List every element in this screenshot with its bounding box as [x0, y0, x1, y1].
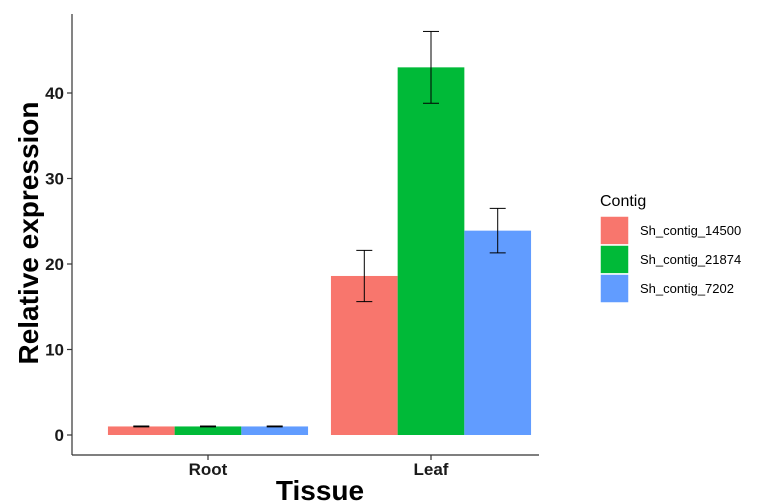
y-tick-label: 40 [45, 84, 64, 103]
error-bars-layer [133, 30, 506, 428]
y-ticks: 0 10 20 30 40 [45, 84, 72, 445]
bar [107, 426, 175, 435]
x-ticks: Root Leaf [189, 455, 449, 479]
legend-swatch [599, 273, 630, 304]
bar [330, 275, 398, 435]
bar [464, 230, 532, 435]
legend-swatch [599, 215, 630, 246]
bar [241, 426, 309, 435]
y-tick-label: 0 [55, 426, 64, 445]
bar [174, 426, 242, 435]
y-axis-title: Relative expression [13, 101, 44, 364]
y-tick-label: 30 [45, 170, 64, 189]
x-tick-label: Root [189, 460, 228, 479]
bars-layer [107, 67, 532, 435]
legend-label: Sh_contig_7202 [640, 281, 734, 296]
legend-label: Sh_contig_21874 [640, 252, 741, 267]
legend-swatch [599, 244, 630, 275]
x-tick-label: Leaf [414, 460, 449, 479]
x-axis-title: Tissue [276, 475, 364, 504]
bar [397, 67, 465, 435]
legend-title: Contig [600, 193, 646, 210]
legend-label: Sh_contig_14500 [640, 223, 741, 238]
legend: Contig Sh_contig_14500 Sh_contig_21874 Sh_… [599, 193, 741, 304]
y-tick-label: 20 [45, 255, 64, 274]
y-tick-label: 10 [45, 341, 64, 360]
